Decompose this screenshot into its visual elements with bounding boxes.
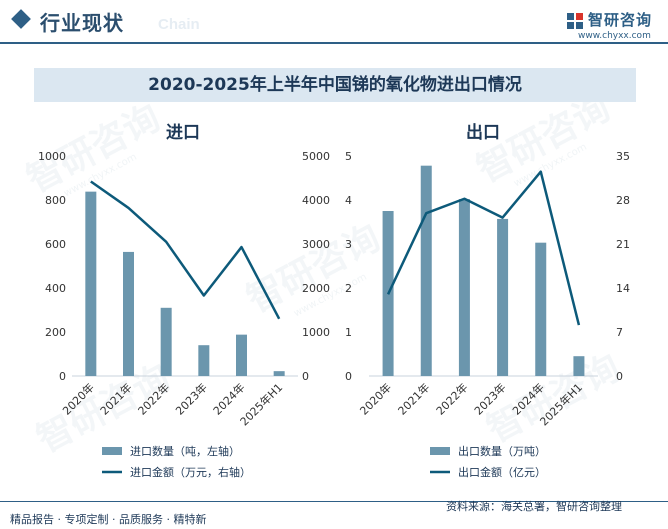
panel-title-import: 进口 xyxy=(166,123,200,143)
y-right-tick-label: 1000 xyxy=(302,326,330,339)
x-tick-label: 2023年 xyxy=(471,380,508,417)
bar xyxy=(273,371,285,376)
y-left-tick-label: 1000 xyxy=(38,150,66,163)
y-left-tick-label: 3 xyxy=(345,238,352,251)
footer-divider xyxy=(0,501,668,502)
bar xyxy=(535,242,547,376)
bar xyxy=(458,199,470,376)
footer-slogan: 精品报告 · 专项定制 · 品质服务 · 精特新 xyxy=(10,513,207,526)
y-right-tick-label: 35 xyxy=(616,150,630,163)
y-right-tick-label: 21 xyxy=(616,238,630,251)
y-right-tick-label: 2000 xyxy=(302,282,330,295)
x-tick-label: 2021年 xyxy=(395,380,432,417)
brand-logo[interactable]: 智研咨询 www.chyxx.com xyxy=(566,8,666,46)
bar xyxy=(85,191,97,376)
y-right-tick-label: 3000 xyxy=(302,238,330,251)
y-left-tick-label: 0 xyxy=(59,370,66,383)
y-right-tick-label: 0 xyxy=(302,370,309,383)
series-line xyxy=(386,170,581,326)
y-left-tick-label: 4 xyxy=(345,194,352,207)
header: 行业现状 Chain 智研咨询 www.chyxx.com xyxy=(0,0,668,44)
bar xyxy=(573,356,585,376)
charts-canvas: 0200400600800100001000200030004000500020… xyxy=(38,150,630,479)
x-tick-label: 2020年 xyxy=(59,380,96,417)
x-tick-label: 2024年 xyxy=(509,380,546,417)
x-tick-label: 2022年 xyxy=(433,380,470,417)
y-left-tick-label: 200 xyxy=(45,326,66,339)
y-left-tick-label: 800 xyxy=(45,194,66,207)
header-divider xyxy=(0,42,668,44)
legend-line-label: 进口金额（万元，右轴） xyxy=(130,465,251,479)
bar xyxy=(198,345,210,376)
y-left-tick-label: 400 xyxy=(45,282,66,295)
bar xyxy=(123,251,134,376)
panel-title-export: 出口 xyxy=(466,123,500,143)
logo-url: www.chyxx.com xyxy=(578,31,651,41)
y-left-tick-label: 5 xyxy=(345,150,352,163)
legend-line-label: 出口金额（亿元） xyxy=(458,465,546,479)
y-right-tick-label: 7 xyxy=(616,326,623,339)
y-right-tick-label: 28 xyxy=(616,194,630,207)
x-tick-label: 2021年 xyxy=(97,380,134,417)
legend-bar-swatch xyxy=(102,447,122,455)
series-line xyxy=(90,180,281,320)
chart-title: 2020-2025年上半年中国锑的氧化物进出口情况 xyxy=(148,75,522,95)
y-right-tick-label: 0 xyxy=(616,370,623,383)
y-right-tick-label: 4000 xyxy=(302,194,330,207)
legend-bar-label: 出口数量（万吨） xyxy=(458,444,546,458)
y-left-tick-label: 600 xyxy=(45,238,66,251)
footer-source: 资料来源：海关总署，智研咨询整理 xyxy=(446,500,622,513)
y-left-tick-label: 1 xyxy=(345,326,352,339)
x-tick-label: 2022年 xyxy=(135,380,172,417)
bar xyxy=(236,334,247,376)
x-tick-label: 2020年 xyxy=(357,380,394,417)
x-tick-label: 2023年 xyxy=(172,380,209,417)
y-right-tick-label: 14 xyxy=(616,282,630,295)
legend-bar-swatch xyxy=(430,447,450,455)
legend-bar-label: 进口数量（吨，左轴） xyxy=(130,444,240,458)
x-tick-label: 2024年 xyxy=(210,380,247,417)
bar xyxy=(420,165,432,376)
bar xyxy=(497,218,509,376)
header-background-word: Chain xyxy=(158,16,200,33)
section-title: 行业现状 xyxy=(40,11,124,35)
logo-mark-icon xyxy=(567,13,583,29)
y-left-tick-label: 2 xyxy=(345,282,352,295)
chart-title-banner: 2020-2025年上半年中国锑的氧化物进出口情况 xyxy=(34,68,636,102)
y-right-tick-label: 5000 xyxy=(302,150,330,163)
logo-name: 智研咨询 xyxy=(588,11,653,29)
y-left-tick-label: 0 xyxy=(345,370,352,383)
bar xyxy=(160,307,172,376)
